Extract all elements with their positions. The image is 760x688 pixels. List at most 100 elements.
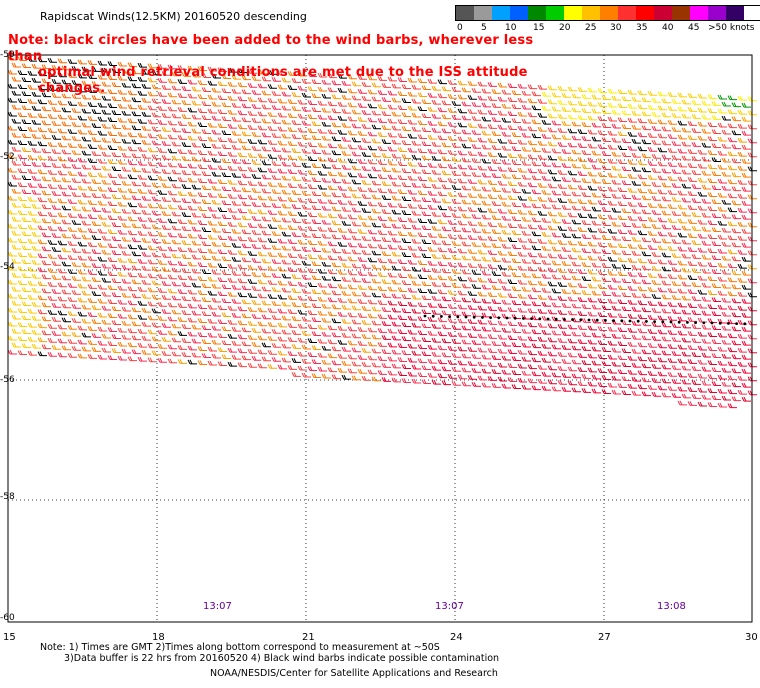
wind-barb: [601, 109, 611, 114]
wind-barb: [67, 339, 77, 344]
legend-swatch: [636, 6, 654, 20]
wind-barb: [717, 304, 727, 310]
wind-barb: [471, 130, 481, 135]
wind-barb: [407, 133, 417, 139]
wind-barb: [87, 270, 97, 275]
wind-barb: [441, 282, 451, 288]
wind-barb: [497, 292, 507, 298]
wind-barb: [591, 108, 601, 114]
wind-barb: [387, 188, 397, 194]
wind-barb: [361, 208, 371, 213]
wind-barb: [277, 350, 287, 356]
wind-barb: [137, 230, 147, 236]
wind-barb: [237, 320, 247, 326]
wind-barb: [651, 251, 661, 257]
wind-barb: [487, 138, 497, 143]
wind-barb: [677, 190, 687, 196]
wind-barb: [421, 365, 431, 371]
wind-barb: [437, 345, 447, 351]
wind-barb: [461, 143, 471, 149]
wind-barb: [431, 267, 441, 273]
wind-barb: [371, 348, 381, 354]
wind-barb: [711, 129, 721, 134]
wind-barb: [561, 177, 571, 182]
wind-barb: [581, 262, 591, 267]
wind-barb: [497, 124, 507, 130]
wind-barb: [407, 91, 417, 97]
wind-barb: [191, 170, 201, 176]
wind-barb: [291, 372, 301, 377]
wind-barb: [707, 262, 717, 267]
wind-barb: [677, 302, 687, 308]
wind-barb: [447, 233, 457, 239]
wind-barb: [697, 135, 707, 141]
wind-barb: [457, 276, 467, 282]
wind-barb: [237, 96, 247, 102]
wind-barb: [651, 335, 661, 341]
wind-barb: [311, 289, 321, 294]
wind-barb: [181, 296, 191, 301]
wind-barb: [527, 378, 537, 384]
wind-barb: [441, 198, 451, 204]
wind-barb: [411, 140, 421, 146]
wind-barb: [107, 355, 117, 360]
wind-barb: [41, 218, 51, 224]
wind-barb: [707, 136, 717, 141]
wind-barb: [137, 104, 147, 110]
wind-barb: [431, 337, 441, 343]
wind-barb: [31, 273, 41, 279]
wind-barb: [41, 120, 51, 126]
wind-barb: [177, 275, 187, 280]
wind-barb: [737, 193, 747, 199]
wind-barb: [431, 281, 441, 287]
wind-barb: [337, 101, 347, 107]
contamination-circle: [718, 321, 722, 325]
wind-barb: [541, 357, 551, 363]
wind-barb: [61, 191, 71, 197]
wind-barb: [177, 261, 187, 266]
wind-barb: [741, 228, 751, 234]
wind-barb: [27, 126, 37, 132]
wind-barb: [111, 208, 121, 213]
wind-barb: [351, 305, 361, 311]
wind-barb: [581, 374, 591, 379]
wind-barb: [511, 342, 521, 347]
wind-barb: [157, 274, 167, 279]
wind-barb: [287, 309, 297, 314]
legend-label: 35: [636, 23, 648, 33]
wind-barb: [241, 229, 251, 235]
wind-barb: [687, 219, 697, 224]
wind-barb: [677, 120, 687, 126]
wind-barb: [91, 319, 101, 324]
wind-barb: [277, 140, 287, 146]
wind-barb: [701, 184, 711, 190]
wind-barb: [467, 165, 477, 170]
wind-barb: [347, 130, 357, 136]
wind-barb: [441, 310, 451, 316]
wind-barb: [297, 267, 307, 273]
wind-barb: [311, 345, 321, 350]
wind-barb: [121, 236, 131, 242]
wind-barb: [241, 215, 251, 221]
wind-barb: [521, 370, 531, 376]
wind-barb: [81, 80, 91, 86]
wind-barb: [357, 117, 367, 122]
wind-barb: [57, 240, 67, 246]
wind-barb: [127, 216, 137, 222]
wind-barb: [217, 249, 227, 255]
wind-barb: [57, 156, 67, 162]
wind-barb: [67, 269, 77, 274]
wind-barb: [261, 272, 271, 278]
wind-barb: [171, 281, 181, 287]
wind-barb: [241, 285, 251, 291]
wind-barb: [237, 68, 247, 74]
wind-barb: [647, 202, 657, 208]
wind-barb: [651, 181, 661, 187]
wind-barb: [587, 297, 597, 303]
wind-barb: [71, 80, 81, 85]
wind-barb: [217, 165, 227, 171]
wind-barb: [401, 322, 411, 327]
wind-barb: [611, 193, 621, 199]
wind-barb: [317, 338, 327, 344]
wind-barb: [67, 87, 77, 92]
